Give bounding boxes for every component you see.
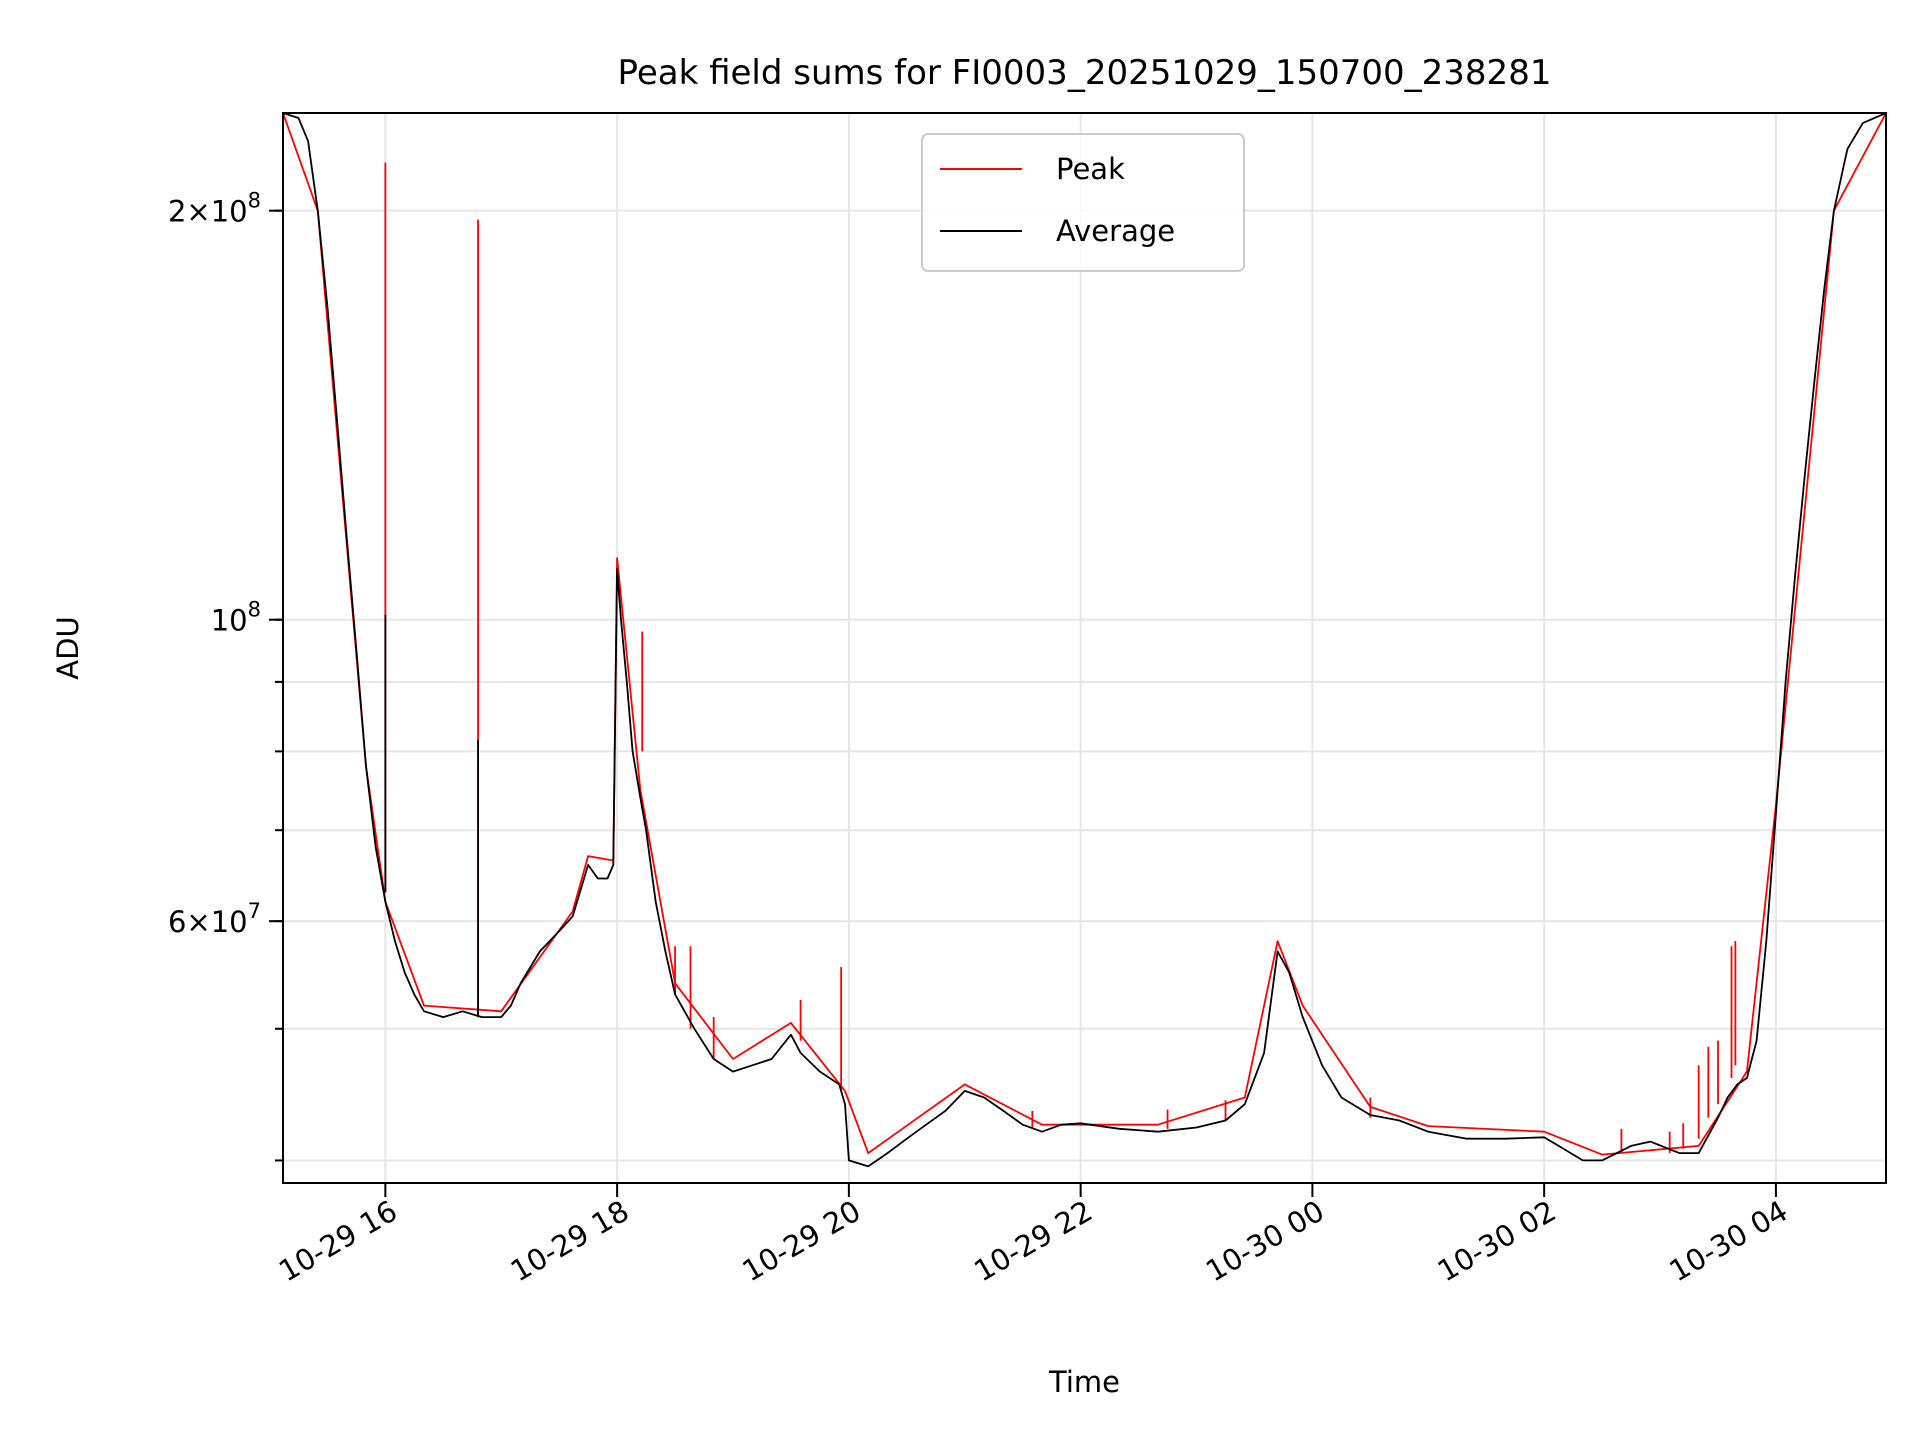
series-lines xyxy=(282,112,1887,1168)
series-line-average xyxy=(282,112,1887,1168)
plot-area-frame xyxy=(282,112,1887,1184)
y-axis-label: ADU xyxy=(51,616,85,679)
chart-title: Peak field sums for FI0003_20251029_1507… xyxy=(618,53,1552,93)
y-tick-label: 108 xyxy=(211,598,261,638)
legend: Peak Average xyxy=(921,133,1245,272)
legend-label-peak: Peak xyxy=(1056,152,1125,186)
y-tick-label: 6×107 xyxy=(168,899,261,939)
series-line-peak xyxy=(282,112,1887,1156)
x-axis-label: Time xyxy=(1048,1365,1120,1399)
y-tick-label: 2×108 xyxy=(168,189,261,229)
legend-label-average: Average xyxy=(1056,214,1175,248)
